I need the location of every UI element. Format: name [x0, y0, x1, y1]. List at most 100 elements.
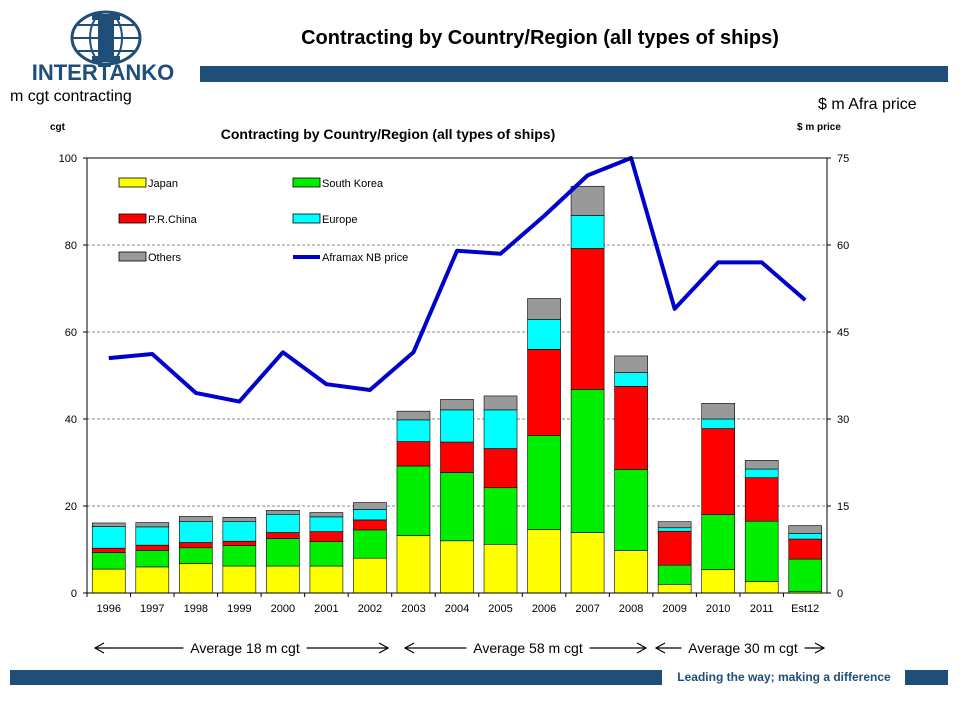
x-tick-label: 2003	[401, 603, 425, 615]
bar-segment	[440, 409, 474, 443]
bar-segment	[788, 525, 823, 534]
intertanko-logo: INTERTANKO	[32, 10, 175, 84]
arrow-right-head	[814, 642, 826, 654]
bar-segment	[483, 395, 518, 411]
bar-segment	[91, 547, 126, 553]
right-axis-caption: $ m Afra price	[818, 96, 917, 113]
bar-segment	[527, 529, 561, 594]
x-tick-label: 2005	[488, 603, 512, 615]
bar-segment	[527, 319, 561, 350]
bar-segment	[179, 547, 213, 564]
bar-segment	[701, 514, 735, 570]
bar-segment	[483, 487, 518, 545]
bar-segment	[91, 522, 126, 527]
bar-segment	[570, 185, 605, 216]
legend-label: Japan	[148, 178, 178, 190]
y2-tick-label: 15	[837, 501, 849, 513]
legend-label: P.R.China	[148, 214, 198, 226]
bar-segment	[744, 520, 779, 582]
arrow-left-head	[93, 642, 105, 654]
y2-tick-label: 75	[837, 153, 849, 165]
bar-segment	[353, 519, 387, 531]
x-tick-label: 2011	[750, 603, 774, 615]
bar-segment	[614, 355, 648, 373]
bar-segment	[266, 538, 300, 567]
bar-segment	[440, 540, 474, 594]
plot-frame	[86, 157, 828, 594]
bar-segment	[570, 248, 605, 390]
x-tick-label: 1997	[140, 603, 164, 615]
footer-tagline: Leading the way; making a difference	[677, 670, 891, 684]
bar-segment	[744, 477, 779, 522]
bar-segment	[222, 545, 257, 567]
axes: 0 20 40 60 80 100 0 15 30 45 60 75 1996 1997 1998 1999 2…	[59, 153, 850, 615]
x-tick-label: 1998	[184, 603, 208, 615]
average-label: Average 58 m cgt	[473, 640, 583, 656]
bar-segment	[570, 389, 605, 533]
bar-segment	[309, 512, 344, 518]
bar-segment	[396, 419, 431, 442]
left-axis-caption: m cgt contracting	[10, 88, 132, 105]
legend-swatch	[292, 177, 321, 188]
arrow-left-head	[403, 642, 415, 654]
legend-label: Aframax NB price	[322, 252, 408, 264]
bar-segment	[135, 566, 170, 594]
bar-segment	[135, 544, 170, 551]
aframax-price-line	[108, 156, 807, 404]
x-tick-label: 2008	[619, 603, 643, 615]
x-tick-label: 2000	[271, 603, 295, 615]
bar-segment	[91, 568, 126, 594]
header-band	[200, 66, 948, 82]
bar-segment	[701, 428, 735, 516]
x-tick-label: 2009	[662, 603, 686, 615]
bar-segment	[744, 581, 779, 594]
bar-segment	[701, 418, 735, 429]
bar-segment	[353, 557, 387, 594]
y-axis-label: cgt	[50, 122, 66, 133]
bar-segment	[396, 410, 431, 421]
bar-segment	[744, 460, 779, 470]
bar-segment	[657, 564, 692, 585]
x-tick-label: 2006	[532, 603, 556, 615]
bar-segment	[179, 542, 213, 549]
bar-segment	[266, 532, 300, 539]
bar-segment	[701, 569, 735, 594]
bar-segment	[440, 472, 474, 542]
y-tick-label: 0	[71, 588, 77, 600]
bar-segment	[744, 468, 779, 479]
bar-segment	[701, 403, 735, 420]
y-tick-label: 100	[59, 153, 77, 165]
slide-title: Contracting by Country/Region (all types…	[301, 27, 779, 49]
average-annotations: Average 18 m cgt Average 58 m cgt Average …	[93, 640, 826, 656]
bar-segment	[353, 509, 387, 521]
bar-segment	[440, 399, 474, 411]
bar-segment	[440, 441, 474, 473]
y-tick-label: 60	[65, 327, 77, 339]
bar-segment	[614, 550, 648, 594]
bar-segment	[614, 386, 648, 470]
y-tick-label: 20	[65, 501, 77, 513]
bar-segment	[788, 558, 823, 592]
x-tick-label: 2004	[445, 603, 469, 615]
bar-segment	[91, 552, 126, 570]
bar-segment	[396, 535, 431, 594]
bar-segment	[396, 441, 431, 467]
arrow-right-head	[378, 642, 390, 654]
x-tick-label: 2007	[575, 603, 599, 615]
y-tick-label: 40	[65, 414, 77, 426]
bar-segment	[527, 298, 561, 320]
bar-segment	[309, 531, 344, 542]
average-label: Average 18 m cgt	[190, 640, 300, 656]
bar-segment	[657, 530, 692, 566]
logo-wordmark: INTERTANKO	[32, 60, 175, 84]
bar-segment	[222, 540, 257, 546]
bar-segment	[309, 541, 344, 567]
legend-swatch	[118, 213, 147, 224]
legend-label: South Korea	[322, 178, 384, 190]
y2-tick-label: 60	[837, 240, 849, 252]
bar-segment	[527, 435, 561, 530]
bar-segment	[179, 521, 213, 543]
y2-tick-label: 0	[837, 588, 843, 600]
legend: Japan South Korea P.R.China Europe Others Afr…	[118, 177, 408, 264]
bar-segment	[135, 522, 170, 528]
